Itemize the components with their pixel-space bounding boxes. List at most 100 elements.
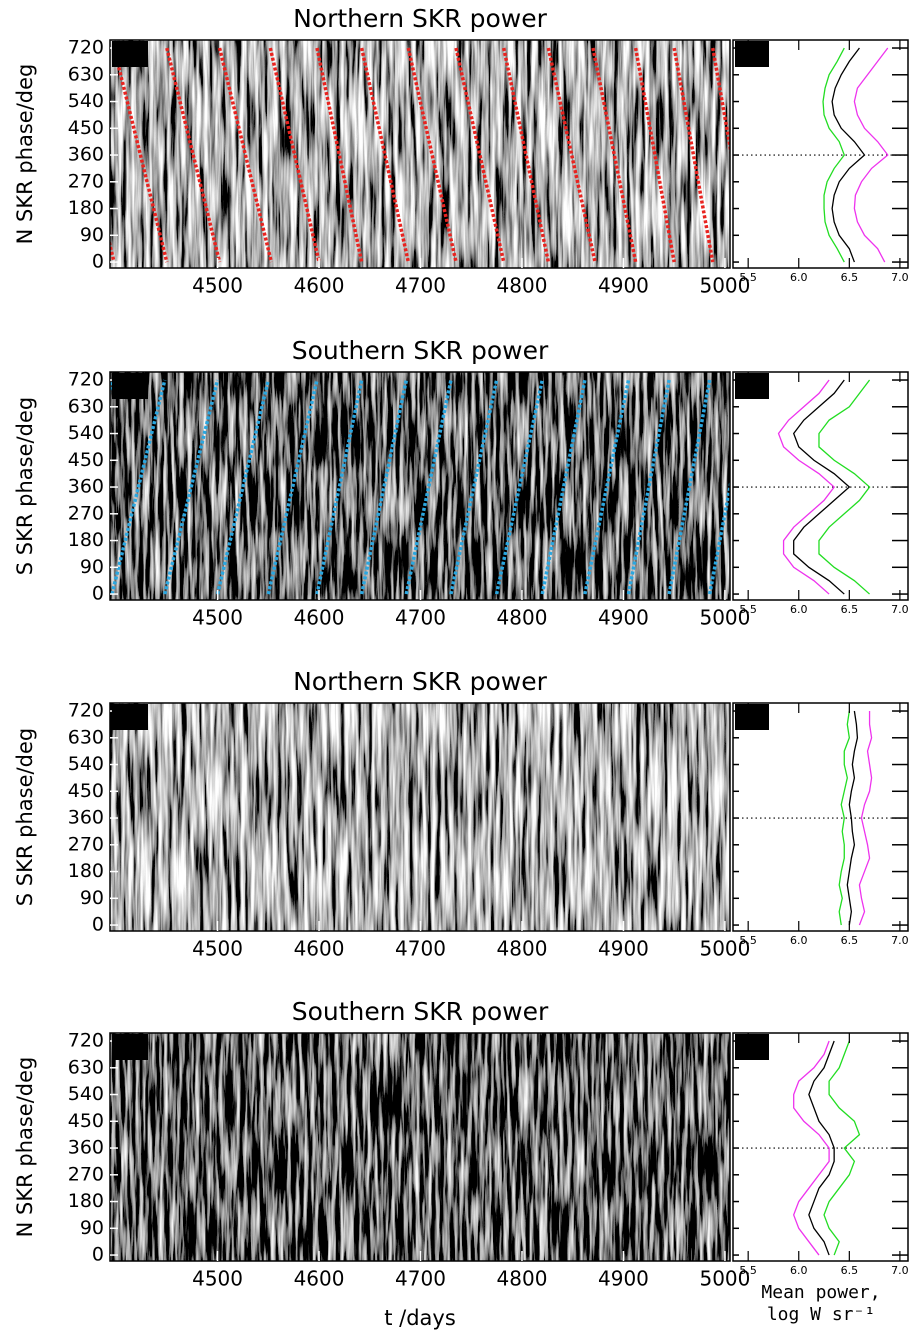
y-tick-label: 450: [68, 780, 104, 802]
drift-line: [359, 379, 409, 595]
panel-letter: c: [123, 373, 134, 397]
drift-line: [626, 379, 671, 595]
panel-title: Northern SKR power: [293, 667, 548, 696]
drift-lines: [110, 47, 730, 263]
drift-line: [494, 379, 544, 595]
profile-line: [792, 1040, 830, 1256]
drift-line: [215, 379, 271, 595]
x-tick-label: 6.5: [841, 934, 859, 947]
panel-bg: [733, 40, 908, 268]
y-tick-label: 720: [68, 37, 104, 59]
profile-line: [808, 1040, 835, 1256]
drift-line: [667, 379, 712, 595]
x-axis-label: t /days: [384, 1306, 456, 1330]
x-tick-label: 5.5: [739, 934, 757, 947]
x-tick-label: 4500: [192, 1267, 243, 1291]
y-tick-label: 270: [68, 502, 104, 524]
x-tick-label: 6.0: [790, 271, 808, 284]
panel-letter-box: [735, 41, 769, 67]
y-tick-label: 630: [68, 1056, 104, 1078]
x-tick-label: 7.0: [891, 1264, 909, 1277]
drift-line: [268, 47, 321, 263]
y-tick-label: 270: [68, 170, 104, 192]
frame: [732, 702, 909, 932]
profile-line: [831, 47, 866, 263]
panel-title: Southern SKR power: [292, 336, 549, 365]
drift-line: [217, 47, 274, 263]
profile-line: [818, 379, 871, 595]
panel-bg: [733, 703, 908, 931]
y-tick-label: 180: [68, 529, 104, 551]
x-tick-label: 5000: [699, 274, 750, 298]
x-tick-label: 4500: [192, 606, 243, 630]
x-tick-label: 4800: [497, 274, 548, 298]
panel-letter-box: [112, 373, 148, 399]
heatmap-texture: [110, 1033, 730, 1261]
panel-letter: e: [122, 704, 134, 728]
y-tick-label: 360: [68, 144, 104, 166]
panel-letter-box: [112, 41, 148, 67]
y-tick-label: 450: [68, 1110, 104, 1132]
drift-line: [672, 47, 715, 263]
x-tick-label: 4900: [598, 1267, 649, 1291]
x-tick-label: 4600: [294, 937, 345, 961]
x-tick-label: 5000: [699, 606, 750, 630]
profile-line: [846, 710, 859, 926]
drift-line: [707, 477, 730, 595]
panel-letter: h: [744, 1034, 757, 1058]
x-tick-label: 4500: [192, 937, 243, 961]
x-tick-label: 4600: [294, 606, 345, 630]
x-tick-label: 5.5: [739, 603, 757, 616]
drift-line: [540, 379, 587, 595]
x-tick-label: 5.5: [739, 271, 757, 284]
y-tick-label: 360: [68, 476, 104, 498]
drift-line: [633, 47, 676, 263]
drift-line: [449, 379, 499, 595]
y-tick-label: 270: [68, 1163, 104, 1185]
y-axis-label: S SKR phase/deg: [13, 728, 37, 906]
drift-line: [112, 47, 169, 263]
panel-letter-box: [112, 704, 148, 730]
y-tick-label: 0: [92, 251, 104, 273]
x-tick-label: 4800: [497, 606, 548, 630]
y-tick-label: 90: [80, 556, 104, 578]
y-tick-label: 270: [68, 833, 104, 855]
drift-line: [266, 379, 319, 595]
drift-line: [546, 47, 597, 263]
x-tick-label: 4500: [192, 274, 243, 298]
drift-line: [315, 47, 364, 263]
x-tick-label: 7.0: [891, 934, 909, 947]
x-axis-label: log W sr⁻¹: [767, 1304, 875, 1325]
x-tick-label: 4800: [497, 1267, 548, 1291]
x-tick-label: 4900: [598, 274, 649, 298]
frame: [732, 371, 909, 601]
panel-letter: g: [122, 1034, 135, 1058]
drift-line: [110, 379, 167, 595]
panel-letter: d: [744, 373, 757, 397]
frame: [732, 1032, 909, 1262]
x-axis-label: Mean power,: [761, 1282, 880, 1303]
drift-line: [406, 47, 458, 263]
x-tick-label: 4800: [497, 937, 548, 961]
x-tick-label: 4900: [598, 606, 649, 630]
y-tick-label: 180: [68, 860, 104, 882]
panel-bg: [733, 1033, 908, 1261]
x-tick-label: 6.5: [841, 271, 859, 284]
drift-lines: [110, 379, 730, 595]
x-tick-label: 4600: [294, 274, 345, 298]
x-tick-label: 6.5: [841, 603, 859, 616]
panel-letter: a: [122, 41, 134, 65]
x-tick-label: 6.0: [790, 934, 808, 947]
y-tick-label: 90: [80, 224, 104, 246]
panel-letter: b: [744, 41, 757, 65]
drift-line: [163, 379, 220, 595]
profile-line: [838, 710, 850, 926]
y-tick-label: 450: [68, 449, 104, 471]
drift-line: [454, 47, 506, 263]
y-tick-label: 0: [92, 1244, 104, 1266]
x-tick-label: 4600: [294, 1267, 345, 1291]
drift-line: [404, 379, 453, 595]
y-tick-label: 630: [68, 63, 104, 85]
panel-letter-box: [735, 1034, 769, 1060]
y-tick-label: 360: [68, 1137, 104, 1159]
